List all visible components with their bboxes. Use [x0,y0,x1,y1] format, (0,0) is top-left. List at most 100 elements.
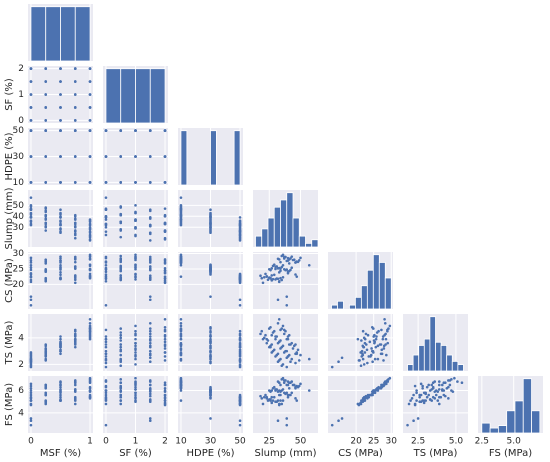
scatter-point [287,381,291,385]
scatter-point [134,211,137,215]
scatter-point [148,394,152,398]
scatter-point [290,357,294,361]
scatter-point [209,395,212,399]
scatter-point [277,271,281,274]
scatter-point [44,209,48,213]
histogram-bar [355,296,362,310]
scatter-point [104,181,108,184]
x-tick-label: 5.0 [449,437,464,447]
scatter-point [270,279,274,282]
scatter-point [104,196,108,199]
y-tick-label: 25 [13,264,24,274]
scatter-point [88,332,92,336]
scatter-point [337,419,340,423]
scatter-point [29,359,33,362]
y-axis-label: FS (MPa) [4,383,15,426]
scatter-point [179,222,183,226]
scatter-point [73,213,77,217]
scatter-point [119,274,123,277]
scatter-point [238,397,242,400]
scatter-point [73,383,77,387]
scatter-point [134,351,137,354]
scatter-point [59,271,62,274]
scatter-point [104,216,108,219]
scatter-point [262,275,266,279]
scatter-point [285,295,289,298]
scatter-point [269,268,272,272]
scatter-point [238,276,242,280]
scatter-point [179,383,183,387]
scatter-point [88,329,92,333]
scatter-point [209,390,212,393]
scatter-point [148,389,152,392]
scatter-point [73,399,77,402]
scatter-point [340,356,344,360]
scatter-point [29,263,33,267]
scatter-point [413,403,417,407]
scatter-point [290,266,294,270]
scatter-point [439,395,443,399]
x-tick-label: 25 [264,437,275,447]
y-tick-label: 30 [13,152,25,162]
y-axis-label: SF (%) [4,78,15,111]
scatter-point [104,379,108,382]
scatter-point [73,397,77,400]
scatter-point [148,360,152,364]
scatter-point [119,229,123,232]
scatter-point [104,393,108,397]
scatter-point [179,253,183,257]
scatter-point [134,381,137,385]
scatter-point [238,279,242,282]
scatter-point [29,67,33,70]
histogram-bar [366,269,374,310]
scatter-point [209,333,212,337]
scatter-point [382,359,385,362]
scatter-point [104,208,108,212]
scatter-point [285,304,289,307]
scatter-point [104,155,108,158]
scatter-point [279,347,282,350]
histogram-bar [233,130,241,186]
scatter-point [29,355,33,358]
scatter-point [163,355,167,358]
scatter-point [287,386,291,390]
scatter-point [59,273,62,277]
scatter-point [275,388,279,391]
scatter-point [134,263,137,266]
scatter-point [361,397,365,400]
scatter-point [292,383,296,387]
scatter-point [29,393,33,397]
scatter-point [59,230,62,233]
scatter-point [238,399,242,402]
scatter-point [340,417,344,420]
scatter-point [277,258,281,261]
histogram-bar [435,341,442,372]
scatter-point [238,227,242,230]
scatter-point [370,349,374,353]
scatter-point [29,222,33,226]
scatter-point [29,417,33,420]
scatter-point [360,339,363,342]
scatter-point [119,260,123,264]
scatter-point [104,304,108,307]
x-tick-label: 50 [295,437,307,447]
scatter-point [279,399,282,402]
scatter-point [163,276,167,280]
scatter-point [276,267,280,270]
scatter-point [59,155,62,158]
scatter-point [384,337,388,341]
scatter-point [104,395,108,399]
scatter-point [269,399,272,402]
scatter-point [73,333,77,337]
scatter-point [104,279,108,283]
scatter-point [163,399,167,402]
scatter-point [44,353,48,357]
scatter-point [44,393,48,397]
scatter-point [104,365,108,369]
y-axis-label: HDPE (%) [4,132,15,180]
scatter-point [361,329,365,333]
scatter-point [275,353,279,357]
scatter-point [277,359,281,362]
scatter-point [163,207,167,210]
scatter-point [357,359,361,362]
